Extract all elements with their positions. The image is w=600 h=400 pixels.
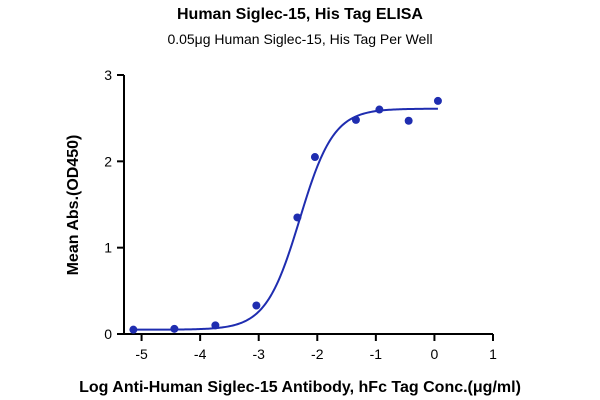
- chart-subtitle: 0.05μg Human Siglec-15, His Tag Per Well: [167, 31, 432, 47]
- data-point: [433, 96, 442, 105]
- x-tick-label: -1: [370, 346, 383, 362]
- x-tick-label: -4: [194, 346, 207, 362]
- data-point: [170, 324, 179, 333]
- y-tick-label: 3: [104, 67, 112, 83]
- x-tick-label: -2: [311, 346, 324, 362]
- data-point: [293, 213, 302, 222]
- x-tick-label: -5: [135, 346, 148, 362]
- data-point: [211, 321, 220, 330]
- y-axis-label: Mean Abs.(OD450): [65, 135, 82, 276]
- data-point: [252, 301, 261, 310]
- data-point: [310, 153, 319, 162]
- x-tick-label: 0: [431, 346, 439, 362]
- y-axis-ticks: 0 1 2 3: [104, 67, 124, 342]
- y-tick-label: 2: [104, 153, 112, 169]
- x-axis-ticks: -5 -4 -3 -2 -1 0 1: [135, 334, 497, 362]
- data-point: [129, 325, 138, 334]
- chart-title: Human Siglec-15, His Tag ELISA: [177, 6, 423, 23]
- y-tick-label: 1: [104, 240, 112, 256]
- y-tick-label: 0: [104, 326, 112, 342]
- data-point: [351, 115, 360, 124]
- data-points: [129, 96, 442, 334]
- x-tick-label: 1: [489, 346, 497, 362]
- x-axis-label: Log Anti-Human Siglec-15 Antibody, hFc T…: [79, 379, 521, 396]
- x-tick-label: -3: [252, 346, 265, 362]
- data-point: [404, 116, 413, 125]
- fit-curve: [133, 107, 438, 331]
- data-point: [375, 105, 384, 114]
